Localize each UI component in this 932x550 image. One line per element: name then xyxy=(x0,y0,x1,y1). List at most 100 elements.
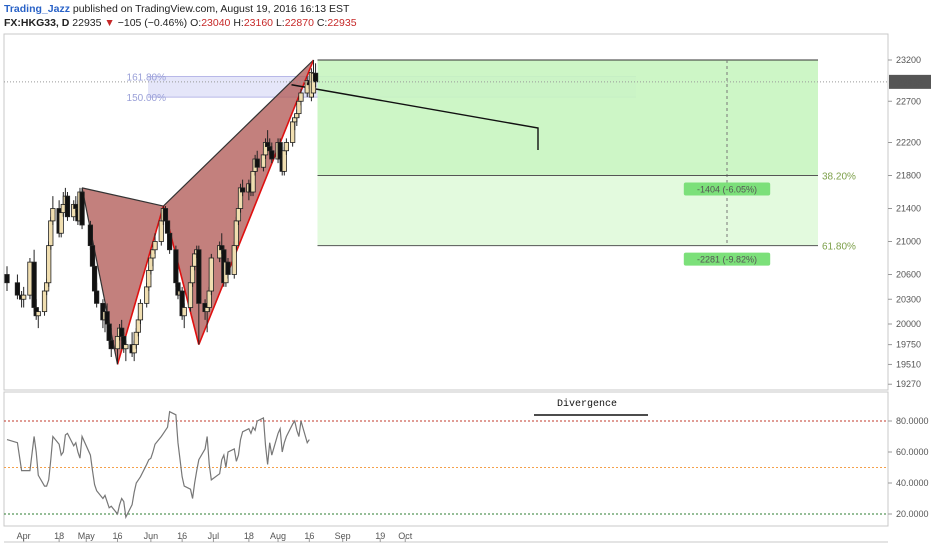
candle-body xyxy=(119,327,125,337)
candle xyxy=(152,233,158,254)
candle-body xyxy=(14,282,21,296)
time-tick-label: 19 xyxy=(375,531,385,541)
time-tick-label: 16 xyxy=(304,531,314,541)
candle xyxy=(14,274,21,300)
time-tick-label: Sep xyxy=(335,531,351,541)
time-tick-label: 16 xyxy=(112,531,122,541)
candle-body xyxy=(89,245,96,267)
candle-body xyxy=(144,286,150,304)
last-price: 22935 xyxy=(72,17,102,29)
candle xyxy=(46,241,52,287)
candle-body xyxy=(206,290,212,308)
candle xyxy=(181,303,187,329)
price-tick-label: 21400 xyxy=(896,204,921,214)
low-label: L: xyxy=(275,17,285,29)
publish-info: published on TradingView.com, August 19,… xyxy=(72,3,350,15)
candle-body xyxy=(281,150,287,172)
candle-body xyxy=(231,245,237,275)
candle xyxy=(233,216,239,250)
author-link[interactable]: Trading_Jazz xyxy=(4,3,70,15)
high-value: 23160 xyxy=(243,17,274,29)
pattern-xab-triangle xyxy=(82,187,164,365)
candle-body xyxy=(48,220,54,247)
candle xyxy=(231,241,237,279)
close-label: C: xyxy=(316,17,328,29)
divergence-trendline-price xyxy=(291,84,539,150)
candle-body xyxy=(152,241,158,251)
candle xyxy=(254,150,260,172)
candle-body xyxy=(208,257,214,292)
candle xyxy=(21,286,27,308)
candle-body xyxy=(250,170,256,193)
candle-body xyxy=(150,249,156,259)
candle-body xyxy=(137,302,144,321)
price-tick-label: 23200 xyxy=(896,55,921,65)
candle-body xyxy=(31,261,37,308)
price-tick-label: 19270 xyxy=(896,379,921,389)
candle-body xyxy=(298,92,304,102)
price-tick-label: 19750 xyxy=(896,340,921,350)
candle-body xyxy=(131,344,137,354)
candle xyxy=(225,258,231,279)
candle-body xyxy=(187,282,194,308)
candle-body xyxy=(235,208,242,222)
candle-body xyxy=(50,208,56,222)
candle xyxy=(64,192,71,221)
time-tick-label: May xyxy=(78,531,96,541)
candle xyxy=(108,328,114,357)
target-change-badge xyxy=(683,252,771,266)
fib-extension-label: 161.80% xyxy=(127,73,167,84)
time-tick-label: 16 xyxy=(177,531,187,541)
open-label: O: xyxy=(190,17,202,29)
candle xyxy=(240,179,246,197)
symbol-label[interactable]: FX:HKG33, D xyxy=(4,17,70,29)
candle xyxy=(91,262,98,296)
candle-body xyxy=(164,220,171,234)
target-change-label: -2281 (-9.82%) xyxy=(697,255,757,265)
candle-body xyxy=(133,331,139,346)
candle-body xyxy=(192,253,198,267)
candle xyxy=(4,266,10,291)
time-tick-label: 18 xyxy=(54,531,64,541)
candle-body xyxy=(240,187,246,193)
open-value: 23040 xyxy=(201,17,231,29)
candle-body xyxy=(260,154,267,168)
time-tick-label: Apr xyxy=(17,531,31,541)
candle-body xyxy=(219,245,225,251)
price-tick-label: 22700 xyxy=(896,96,921,106)
candle-body xyxy=(41,290,48,313)
candle-body xyxy=(269,150,275,160)
candle-body xyxy=(21,294,27,300)
target-level-label: 38.20% xyxy=(822,172,856,183)
candle-body xyxy=(35,311,41,317)
price-tick-label: 20300 xyxy=(896,294,921,304)
candle-body xyxy=(296,100,302,115)
candle-body xyxy=(283,142,289,152)
rsi-tick-label: 80.0000 xyxy=(896,416,929,426)
candle-body xyxy=(290,121,296,143)
candle xyxy=(298,88,304,106)
candle-body xyxy=(158,220,164,242)
candle xyxy=(27,258,33,300)
candle-body xyxy=(173,249,179,284)
target-change-label: -1404 (-6.05%) xyxy=(697,185,757,195)
candle-body xyxy=(87,224,93,247)
target-level-label: 61.80% xyxy=(822,242,856,253)
candle xyxy=(35,307,41,329)
price-tick-label: 21000 xyxy=(896,237,921,247)
candle-body xyxy=(73,203,79,209)
high-label: H: xyxy=(233,17,244,29)
candle-body xyxy=(106,323,112,341)
candle xyxy=(137,299,144,324)
candle-body xyxy=(79,191,85,226)
candle-body xyxy=(148,257,154,271)
close-value: 22935 xyxy=(327,17,357,29)
price-tick-label: 20600 xyxy=(896,270,921,280)
candle-body xyxy=(4,274,10,284)
time-tick-label: 18 xyxy=(244,531,254,541)
candle xyxy=(79,187,85,230)
last-price-tag: 22935 xyxy=(897,78,922,88)
candle-body xyxy=(60,203,66,214)
rsi-tick-label: 20.0000 xyxy=(896,509,929,519)
